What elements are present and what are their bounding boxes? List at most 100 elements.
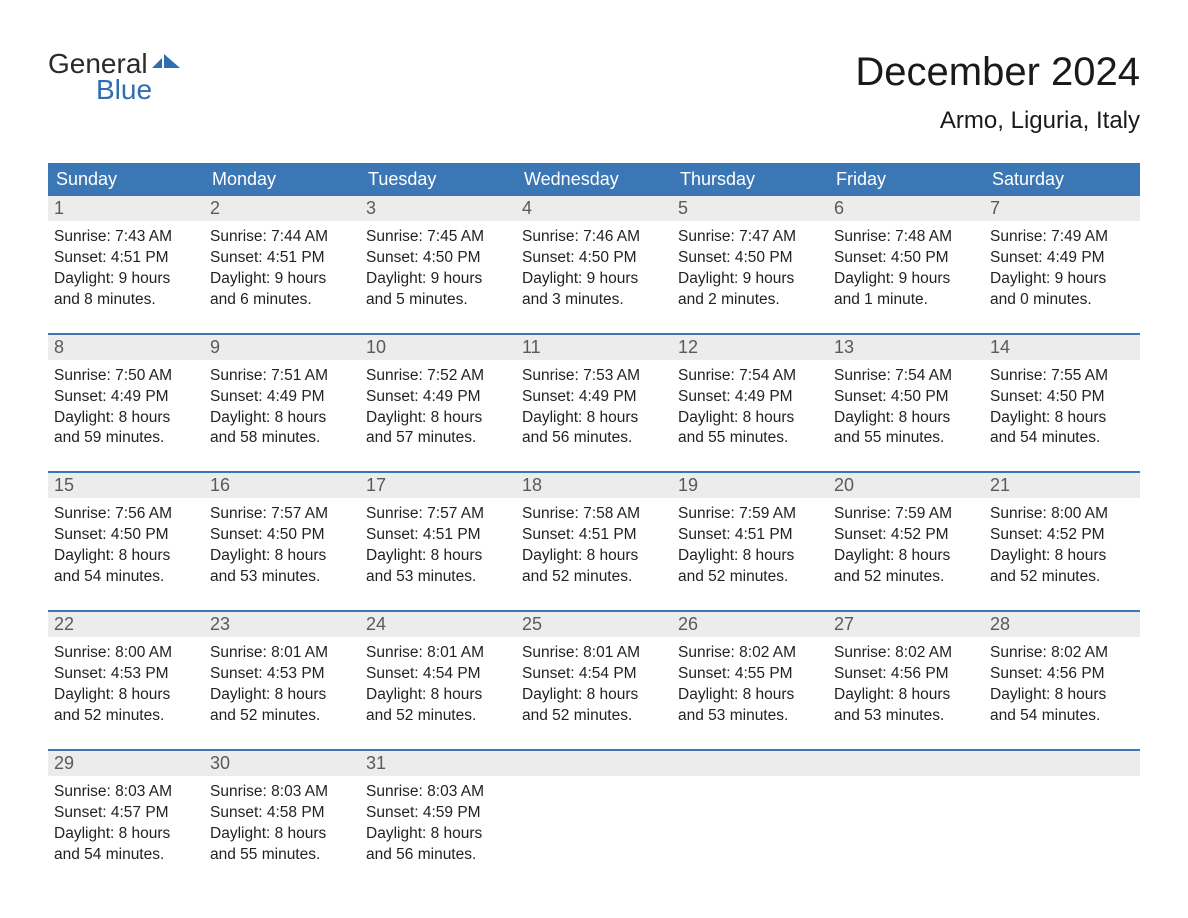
calendar-cell: 22 Sunrise: 8:00 AMSunset: 4:53 PMDayligh… — [48, 612, 204, 731]
calendar-cell: 26Sunrise: 8:02 AMSunset: 4:55 PMDayligh… — [672, 612, 828, 731]
dayname: Wednesday — [516, 163, 672, 196]
cell-line-d1: Daylight: 8 hours — [366, 408, 510, 429]
cell-line-d2: and 3 minutes. — [522, 290, 666, 311]
calendar-cell: 29Sunrise: 8:03 AMSunset: 4:57 PMDayligh… — [48, 751, 204, 870]
day-number: 16 — [204, 473, 360, 498]
calendar-cell: 5Sunrise: 7:47 AMSunset: 4:50 PMDaylight… — [672, 196, 828, 315]
calendar-cell: 17Sunrise: 7:57 AMSunset: 4:51 PMDayligh… — [360, 473, 516, 592]
cell-line-d2: and 58 minutes. — [210, 428, 354, 449]
cell-line-d1: Daylight: 8 hours — [834, 408, 978, 429]
cell-line-ss: Sunset: 4:54 PM — [366, 664, 510, 685]
day-number: 25 — [516, 612, 672, 637]
cell-line-d2: and 52 minutes. — [834, 567, 978, 588]
cell-line-d2: and 6 minutes. — [210, 290, 354, 311]
calendar-cell — [828, 751, 984, 870]
cell-line-sr: Sunrise: 8:00 AM — [990, 504, 1134, 525]
day-number: 22 — [48, 612, 204, 637]
cell-body: Sunrise: 8:01 AMSunset: 4:54 PMDaylight:… — [360, 637, 516, 731]
cell-line-sr: Sunrise: 7:57 AM — [210, 504, 354, 525]
calendar-cell: 13Sunrise: 7:54 AMSunset: 4:50 PMDayligh… — [828, 335, 984, 454]
cell-body: Sunrise: 7:46 AMSunset: 4:50 PMDaylight:… — [516, 221, 672, 315]
cell-body: Sunrise: 7:52 AMSunset: 4:49 PMDaylight:… — [360, 360, 516, 454]
cell-body: Sunrise: 7:57 AMSunset: 4:51 PMDaylight:… — [360, 498, 516, 592]
cell-line-sr: Sunrise: 8:01 AM — [366, 643, 510, 664]
calendar-cell: 16Sunrise: 7:57 AMSunset: 4:50 PMDayligh… — [204, 473, 360, 592]
cell-line-ss: Sunset: 4:49 PM — [54, 387, 198, 408]
day-number: 14 — [984, 335, 1140, 360]
cell-line-d1: Daylight: 9 hours — [54, 269, 198, 290]
cell-line-d1: Daylight: 8 hours — [366, 685, 510, 706]
cell-body: Sunrise: 7:59 AMSunset: 4:51 PMDaylight:… — [672, 498, 828, 592]
cell-line-ss: Sunset: 4:49 PM — [678, 387, 822, 408]
logo-blue-text: Blue — [96, 76, 182, 104]
day-number: 17 — [360, 473, 516, 498]
cell-line-sr: Sunrise: 7:45 AM — [366, 227, 510, 248]
cell-line-d1: Daylight: 9 hours — [990, 269, 1134, 290]
cell-line-d1: Daylight: 8 hours — [522, 546, 666, 567]
calendar-cell: 18Sunrise: 7:58 AMSunset: 4:51 PMDayligh… — [516, 473, 672, 592]
cell-line-ss: Sunset: 4:50 PM — [522, 248, 666, 269]
cell-line-d2: and 54 minutes. — [54, 845, 198, 866]
day-number — [984, 751, 1140, 776]
cell-line-d2: and 52 minutes. — [210, 706, 354, 727]
cell-body: Sunrise: 7:51 AMSunset: 4:49 PMDaylight:… — [204, 360, 360, 454]
cell-line-sr: Sunrise: 8:02 AM — [834, 643, 978, 664]
cell-line-ss: Sunset: 4:55 PM — [678, 664, 822, 685]
cell-line-sr: Sunrise: 7:51 AM — [210, 366, 354, 387]
cell-line-d1: Daylight: 8 hours — [834, 685, 978, 706]
cell-line-d1: Daylight: 9 hours — [522, 269, 666, 290]
cell-body: Sunrise: 7:47 AMSunset: 4:50 PMDaylight:… — [672, 221, 828, 315]
cell-line-d2: and 52 minutes. — [522, 567, 666, 588]
day-number: 4 — [516, 196, 672, 221]
cell-line-sr: Sunrise: 7:56 AM — [54, 504, 198, 525]
calendar-cell: 14Sunrise: 7:55 AMSunset: 4:50 PMDayligh… — [984, 335, 1140, 454]
calendar-cell: 15Sunrise: 7:56 AMSunset: 4:50 PMDayligh… — [48, 473, 204, 592]
cell-line-d1: Daylight: 9 hours — [366, 269, 510, 290]
cell-line-ss: Sunset: 4:51 PM — [678, 525, 822, 546]
cell-line-d2: and 54 minutes. — [990, 428, 1134, 449]
cell-line-ss: Sunset: 4:50 PM — [366, 248, 510, 269]
day-number: 26 — [672, 612, 828, 637]
cell-body: Sunrise: 7:49 AMSunset: 4:49 PMDaylight:… — [984, 221, 1140, 315]
day-number — [672, 751, 828, 776]
calendar-cell: 27Sunrise: 8:02 AMSunset: 4:56 PMDayligh… — [828, 612, 984, 731]
location-text: Armo, Liguria, Italy — [855, 107, 1140, 135]
cell-line-ss: Sunset: 4:53 PM — [54, 664, 198, 685]
cell-line-d2: and 54 minutes. — [54, 567, 198, 588]
cell-body: Sunrise: 8:02 AMSunset: 4:55 PMDaylight:… — [672, 637, 828, 731]
cell-line-d1: Daylight: 8 hours — [54, 408, 198, 429]
day-number: 21 — [984, 473, 1140, 498]
calendar-cell: 1Sunrise: 7:43 AMSunset: 4:51 PMDaylight… — [48, 196, 204, 315]
day-number: 1 — [48, 196, 204, 221]
day-number: 28 — [984, 612, 1140, 637]
cell-line-sr: Sunrise: 8:00 AM — [54, 643, 198, 664]
calendar-week: 8Sunrise: 7:50 AMSunset: 4:49 PMDaylight… — [48, 333, 1140, 454]
cell-body: Sunrise: 8:03 AMSunset: 4:59 PMDaylight:… — [360, 776, 516, 870]
cell-body: Sunrise: 8:02 AMSunset: 4:56 PMDaylight:… — [828, 637, 984, 731]
cell-line-d1: Daylight: 8 hours — [834, 546, 978, 567]
cell-line-sr: Sunrise: 7:47 AM — [678, 227, 822, 248]
day-number: 20 — [828, 473, 984, 498]
cell-line-d1: Daylight: 8 hours — [990, 685, 1134, 706]
cell-line-d2: and 53 minutes. — [678, 706, 822, 727]
calendar-cell — [516, 751, 672, 870]
cell-line-sr: Sunrise: 8:02 AM — [990, 643, 1134, 664]
cell-body: Sunrise: 7:55 AMSunset: 4:50 PMDaylight:… — [984, 360, 1140, 454]
cell-line-sr: Sunrise: 7:44 AM — [210, 227, 354, 248]
calendar-cell: 8Sunrise: 7:50 AMSunset: 4:49 PMDaylight… — [48, 335, 204, 454]
calendar-cell: 11Sunrise: 7:53 AMSunset: 4:49 PMDayligh… — [516, 335, 672, 454]
cell-line-ss: Sunset: 4:50 PM — [678, 248, 822, 269]
cell-line-sr: Sunrise: 7:53 AM — [522, 366, 666, 387]
cell-line-d2: and 55 minutes. — [834, 428, 978, 449]
cell-body: Sunrise: 7:53 AMSunset: 4:49 PMDaylight:… — [516, 360, 672, 454]
cell-line-d1: Daylight: 8 hours — [366, 824, 510, 845]
cell-line-sr: Sunrise: 7:49 AM — [990, 227, 1134, 248]
cell-body: Sunrise: 8:01 AMSunset: 4:53 PMDaylight:… — [204, 637, 360, 731]
cell-line-sr: Sunrise: 8:02 AM — [678, 643, 822, 664]
day-number: 11 — [516, 335, 672, 360]
cell-line-sr: Sunrise: 8:01 AM — [210, 643, 354, 664]
cell-line-ss: Sunset: 4:49 PM — [522, 387, 666, 408]
cell-line-d1: Daylight: 8 hours — [54, 685, 198, 706]
cell-line-ss: Sunset: 4:49 PM — [210, 387, 354, 408]
cell-line-sr: Sunrise: 8:03 AM — [54, 782, 198, 803]
